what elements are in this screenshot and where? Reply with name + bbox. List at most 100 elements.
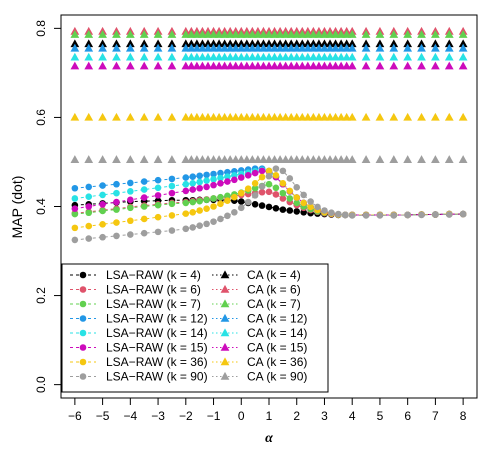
x-tick-label: 5 [377,409,384,423]
ca-point [292,43,302,52]
lsa-point [251,169,259,177]
ca-point [286,43,296,52]
lsa-point [341,211,349,219]
ca-point [259,39,268,48]
ca-point [198,61,207,70]
ca-point [231,39,241,48]
ca-point [242,61,252,70]
ca-point [214,112,224,121]
x-tick-label: −4 [123,409,137,423]
ca-point [198,39,207,48]
lsa-point [182,199,190,207]
lsa-point [85,203,93,210]
ca-point [309,112,318,121]
lsa-point [251,200,259,208]
ca-point [458,155,468,163]
ca-point [361,39,371,48]
ca-point [314,29,324,38]
ca-point [209,112,218,121]
lsa-point [251,192,259,199]
ca-point [403,39,413,48]
lsa-point [203,196,210,204]
lsa-point [127,196,134,204]
ca-point [209,39,218,48]
lsa-point [127,204,134,212]
ca-point [203,29,213,38]
ca-point [342,112,352,121]
ca-point [112,29,121,38]
ca-point [186,39,196,48]
lsa-point [210,176,217,183]
ca-point [203,61,213,70]
x-tick-label: 4 [349,409,356,423]
ca-point [167,61,177,70]
ca-point [444,52,454,61]
ca-point [303,52,313,61]
ca-point [214,39,224,48]
legend-item-ca: CA (k = 14) [212,326,307,340]
ca-point [186,43,196,52]
ca-point [417,52,426,61]
ca-point [331,155,340,163]
ca-point [84,112,94,121]
lsa-point [168,175,176,183]
lsa-point [127,231,134,238]
ca-point [247,112,257,121]
lsa-point [140,178,148,185]
x-axis-title: α [265,431,273,446]
legend-item-ca: CA (k = 6) [212,283,301,297]
ca-point [281,29,291,38]
ca-point [270,39,279,48]
ca-point [125,52,135,61]
ca-point [70,29,80,38]
ca-point [186,112,196,121]
ca-point [417,43,426,52]
ca-point [98,155,107,163]
ca-point [264,39,274,48]
ca-point [231,43,241,52]
lsa-point [293,199,301,207]
lsa-point [224,173,231,180]
lsa-point [210,170,217,178]
ca-point [314,112,324,121]
ca-point [331,112,340,121]
lsa-point [300,191,307,199]
lsa-point [265,172,273,180]
lsa-point [182,210,190,217]
lsa-point [404,211,411,219]
y-tick-label: 0.2 [34,287,48,304]
ca-point [325,39,335,48]
ca-point [231,155,241,163]
ca-point [342,43,352,52]
ca-point [286,112,296,121]
lsa-point [168,182,176,190]
lsa-point [127,188,134,195]
ca-point [286,61,296,70]
lsa-point [127,179,134,187]
lsa-point [210,181,217,189]
ca-point [220,39,229,48]
ca-point [331,29,340,38]
ca-point [389,43,399,52]
lsa-point [224,212,231,220]
ca-point [186,52,196,61]
ca-point [347,112,357,121]
lsa-point [196,222,203,229]
ca-point [153,39,163,48]
ca-point [336,155,346,163]
ca-point [281,155,291,163]
lsa-point [140,215,148,223]
ca-point [220,52,229,61]
lsa-point [258,173,266,181]
ca-point [167,52,177,61]
lsa-point [85,235,93,242]
legend-label: LSA−RAW (k = 36) [106,355,208,369]
ca-point [220,29,229,38]
lsa-point [113,189,120,197]
y-tick-label: 0.6 [34,109,48,126]
ca-point [431,155,440,163]
series-layer [70,26,468,244]
ca-point [281,43,291,52]
legend-item-ca: CA (k = 15) [212,341,307,355]
